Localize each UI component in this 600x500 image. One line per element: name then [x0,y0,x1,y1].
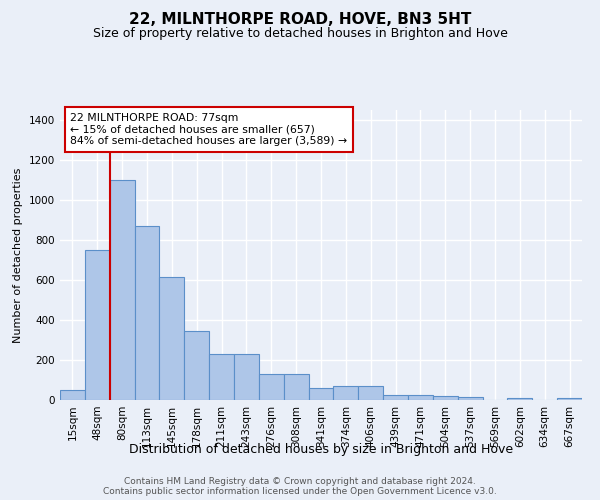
Text: Contains HM Land Registry data © Crown copyright and database right 2024.: Contains HM Land Registry data © Crown c… [124,478,476,486]
Text: Size of property relative to detached houses in Brighton and Hove: Size of property relative to detached ho… [92,28,508,40]
Bar [60,390,85,400]
Text: 22, MILNTHORPE ROAD, HOVE, BN3 5HT: 22, MILNTHORPE ROAD, HOVE, BN3 5HT [129,12,471,28]
Bar [458,398,482,400]
Text: Distribution of detached houses by size in Brighton and Hove: Distribution of detached houses by size … [129,442,513,456]
Y-axis label: Number of detached properties: Number of detached properties [13,168,23,342]
Bar [308,388,334,400]
Bar [134,226,160,400]
Bar [557,398,582,400]
Bar [408,395,433,400]
Bar [85,250,110,400]
Bar [234,354,259,400]
Bar [259,374,284,400]
Bar [508,398,532,400]
Bar [160,277,184,400]
Bar [433,396,458,400]
Text: 22 MILNTHORPE ROAD: 77sqm
← 15% of detached houses are smaller (657)
84% of semi: 22 MILNTHORPE ROAD: 77sqm ← 15% of detac… [70,113,347,146]
Bar [110,180,134,400]
Text: Contains public sector information licensed under the Open Government Licence v3: Contains public sector information licen… [103,488,497,496]
Bar [209,354,234,400]
Bar [184,331,209,400]
Bar [284,374,308,400]
Bar [383,395,408,400]
Bar [358,386,383,400]
Bar [334,386,358,400]
